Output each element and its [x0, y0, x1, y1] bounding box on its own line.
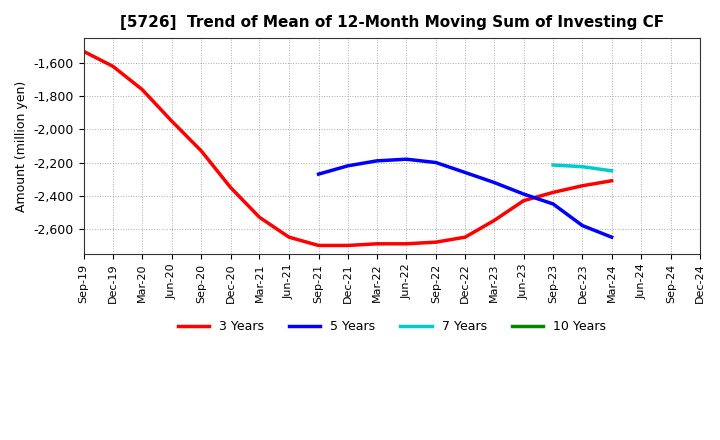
Legend: 3 Years, 5 Years, 7 Years, 10 Years: 3 Years, 5 Years, 7 Years, 10 Years [173, 315, 611, 338]
Y-axis label: Amount (million yen): Amount (million yen) [15, 81, 28, 212]
Title: [5726]  Trend of Mean of 12-Month Moving Sum of Investing CF: [5726] Trend of Mean of 12-Month Moving … [120, 15, 664, 30]
